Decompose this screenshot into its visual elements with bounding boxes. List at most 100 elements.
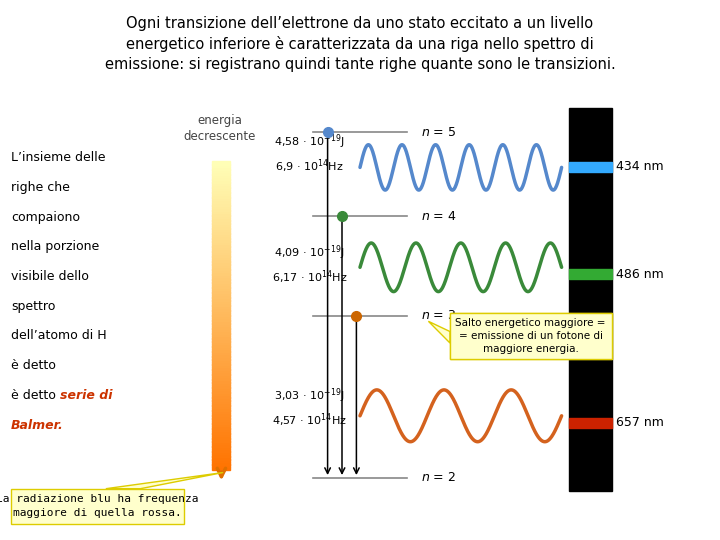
Bar <box>212 236 230 239</box>
Text: $n$ = 2: $n$ = 2 <box>421 471 456 484</box>
Bar <box>569 162 612 172</box>
Bar <box>212 321 230 323</box>
Bar <box>212 298 230 300</box>
Text: L’insieme delle: L’insieme delle <box>11 151 105 164</box>
Text: dell’atomo di H: dell’atomo di H <box>11 329 107 342</box>
Bar <box>212 218 230 221</box>
Text: righe che: righe che <box>11 181 70 194</box>
Bar <box>212 233 230 237</box>
Bar <box>212 261 230 265</box>
Bar <box>212 302 230 306</box>
Bar <box>212 318 230 321</box>
Bar <box>212 248 230 252</box>
Bar <box>212 231 230 234</box>
Bar <box>212 264 230 267</box>
Bar <box>212 169 230 172</box>
Polygon shape <box>428 321 450 343</box>
Bar <box>212 289 230 293</box>
Bar <box>212 223 230 226</box>
Bar <box>212 343 230 347</box>
Polygon shape <box>106 472 223 489</box>
Bar <box>212 174 230 177</box>
Bar <box>212 459 230 462</box>
Text: La radiazione blu ha frequenza
maggiore di quella rossa.: La radiazione blu ha frequenza maggiore … <box>0 495 199 517</box>
Bar <box>212 433 230 436</box>
Bar <box>212 323 230 326</box>
Text: spettro: spettro <box>11 300 55 313</box>
Bar <box>212 197 230 200</box>
Bar <box>212 192 230 195</box>
Bar <box>212 210 230 213</box>
Bar <box>212 454 230 457</box>
Text: è detto: è detto <box>11 359 60 372</box>
Bar <box>212 400 230 403</box>
Bar <box>212 256 230 260</box>
Bar <box>212 431 230 434</box>
Bar <box>212 187 230 190</box>
Bar <box>212 259 230 262</box>
Bar <box>212 390 230 393</box>
Bar <box>212 423 230 426</box>
Bar <box>212 333 230 336</box>
Bar <box>212 413 230 416</box>
Bar <box>212 392 230 395</box>
Bar <box>212 272 230 275</box>
Bar <box>212 305 230 308</box>
Bar <box>212 161 230 165</box>
Bar <box>212 164 230 167</box>
Bar <box>212 467 230 470</box>
Bar <box>212 408 230 411</box>
Bar <box>212 377 230 380</box>
Bar <box>212 418 230 421</box>
Bar <box>212 228 230 231</box>
Text: 4,58 · 10$^{-19}$J
6,9 · 10$^{14}$Hz: 4,58 · 10$^{-19}$J 6,9 · 10$^{14}$Hz <box>274 132 345 176</box>
Bar <box>212 384 230 388</box>
Text: visibile dello: visibile dello <box>11 270 89 283</box>
Text: compaiono: compaiono <box>11 211 80 224</box>
FancyBboxPatch shape <box>450 313 612 359</box>
Bar <box>212 426 230 429</box>
Text: nella porzione: nella porzione <box>11 240 99 253</box>
Bar <box>212 177 230 180</box>
Bar <box>212 267 230 270</box>
Bar <box>212 246 230 249</box>
Bar <box>212 369 230 373</box>
FancyBboxPatch shape <box>11 489 184 524</box>
Bar <box>212 403 230 406</box>
Bar <box>212 441 230 444</box>
Bar <box>212 364 230 367</box>
Bar <box>212 205 230 208</box>
Bar <box>212 456 230 460</box>
Bar <box>212 436 230 439</box>
Bar <box>212 282 230 285</box>
Bar <box>212 179 230 183</box>
Bar <box>212 251 230 254</box>
Text: è detto: è detto <box>11 389 60 402</box>
Bar <box>212 310 230 313</box>
Bar <box>212 449 230 452</box>
Bar <box>212 446 230 449</box>
Bar <box>569 269 612 279</box>
Bar <box>212 244 230 247</box>
Bar <box>212 313 230 316</box>
Bar <box>212 336 230 339</box>
Bar <box>212 372 230 375</box>
Text: $n$ = 5: $n$ = 5 <box>421 126 456 139</box>
Bar <box>212 397 230 401</box>
Bar <box>569 108 612 491</box>
Text: 657 nm: 657 nm <box>616 416 663 429</box>
Bar <box>212 254 230 257</box>
Bar <box>212 287 230 291</box>
Bar <box>212 330 230 334</box>
Bar <box>212 292 230 295</box>
FancyBboxPatch shape <box>450 313 612 359</box>
Bar <box>212 280 230 282</box>
Bar <box>212 359 230 362</box>
Bar <box>212 405 230 408</box>
Bar <box>212 190 230 193</box>
Bar <box>212 367 230 370</box>
Bar <box>212 300 230 303</box>
Bar <box>212 274 230 278</box>
Bar <box>212 339 230 342</box>
Text: Ogni transizione dell’elettrone da uno stato eccitato a un livello
energetico in: Ogni transizione dell’elettrone da uno s… <box>104 16 616 72</box>
